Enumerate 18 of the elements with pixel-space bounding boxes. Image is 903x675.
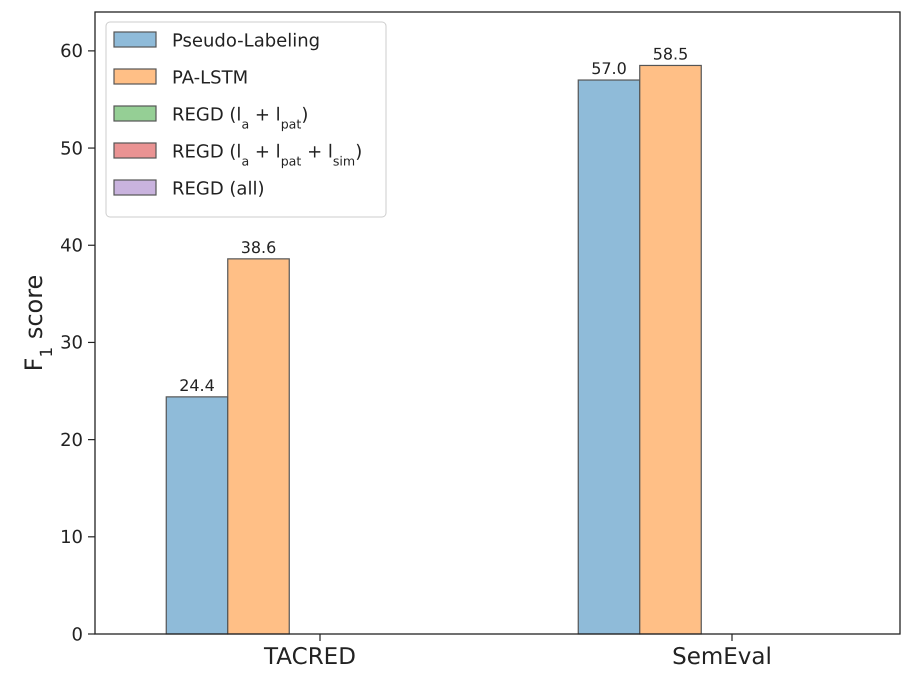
x-tick-label: SemEval — [672, 644, 772, 670]
y-tick-label: 40 — [60, 236, 83, 257]
data-label: 58.5 — [652, 44, 688, 64]
legend-label: REGD (all) — [172, 178, 264, 200]
legend-label: Pseudo-Labeling — [172, 30, 320, 52]
y-tick-label: 20 — [60, 430, 83, 451]
legend-label: REGD (l$_{a}$ + l$_{pat}$ + l$_{sim}$) — [172, 141, 362, 168]
y-tick-label: 10 — [60, 527, 83, 548]
y-tick-label: 0 — [72, 624, 83, 646]
y-tick-label: 30 — [60, 332, 83, 354]
x-tick-label: TACRED — [263, 644, 356, 670]
data-label: 24.4 — [179, 376, 215, 395]
y-tick-label: 60 — [60, 41, 83, 62]
y-tick-label: 50 — [60, 138, 83, 160]
legend-label: PA-LSTM — [172, 67, 248, 88]
legend-label: REGD (l$_{a}$ + l$_{pat}$) — [172, 104, 308, 131]
data-label: 57.0 — [591, 59, 627, 78]
data-label: 38.6 — [240, 238, 276, 257]
